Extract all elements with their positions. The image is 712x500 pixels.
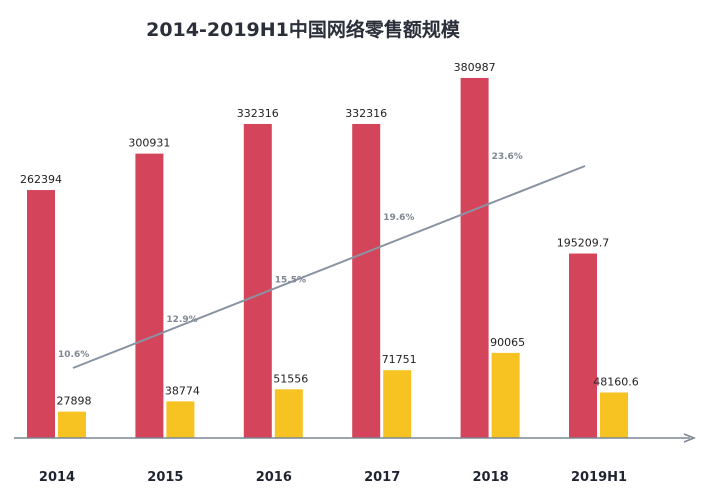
x-tick-label-2015: 2015 — [147, 470, 183, 485]
growth-rate-label-2017: 19.6% — [383, 213, 414, 223]
bar-series-b-2015 — [166, 401, 195, 438]
data-label-series-a-2019H1: 195209.7 — [557, 237, 610, 250]
data-label-series-a-2017: 332316 — [345, 107, 387, 120]
bar-series-a-2017 — [352, 123, 381, 439]
x-tick-label-2019H1: 2019H1 — [571, 470, 627, 485]
bar-series-a-2018 — [460, 77, 489, 438]
growth-rate-label-2018: 23.6% — [492, 152, 523, 162]
axis-layer — [14, 433, 697, 443]
data-label-series-b-2016: 51556 — [273, 372, 308, 385]
x-tick-label-2014: 2014 — [39, 470, 75, 485]
growth-trend-line — [72, 165, 586, 369]
bar-series-b-2018 — [491, 352, 520, 438]
data-label-series-b-2014: 27898 — [57, 395, 92, 408]
data-label-series-a-2016: 332316 — [237, 107, 279, 120]
growth-rate-label-2016: 15.5% — [275, 275, 306, 285]
labels-layer: 262394 27898 2014 300931 38774 2015 332316 5155… — [20, 61, 639, 485]
data-label-series-a-2018: 380987 — [454, 61, 496, 74]
bar-series-b-2019H1 — [600, 392, 628, 438]
bar-series-b-2016 — [274, 389, 303, 438]
data-label-series-b-2017: 71751 — [382, 353, 417, 366]
trend-layer: 10.6% 12.9% 15.5% 19.6% 23.6% — [58, 152, 586, 369]
data-label-series-b-2015: 38774 — [165, 384, 200, 397]
bar-series-b-2017 — [383, 370, 412, 438]
bar-series-a-2014 — [27, 190, 55, 438]
growth-rate-label-2015: 12.9% — [166, 315, 197, 325]
growth-rate-label-2014: 10.6% — [58, 350, 89, 360]
data-label-series-a-2014: 262394 — [20, 173, 62, 186]
x-tick-label-2017: 2017 — [364, 470, 400, 485]
bar-series-b-2014 — [58, 411, 86, 438]
bar-series-a-2019H1 — [569, 253, 597, 438]
x-tick-label-2016: 2016 — [256, 470, 292, 485]
data-label-series-b-2019H1: 48160.6 — [593, 375, 639, 388]
bars-layer — [27, 77, 628, 439]
chart-title: 2014-2019H1中国网络零售额规模 — [146, 18, 461, 41]
data-label-series-b-2018: 90065 — [490, 336, 525, 349]
x-tick-label-2018: 2018 — [473, 470, 509, 485]
data-label-series-a-2015: 300931 — [128, 137, 170, 150]
bar-series-a-2015 — [135, 153, 164, 438]
bar-series-a-2016 — [243, 123, 272, 439]
x-axis-arrow-icon — [683, 433, 697, 443]
